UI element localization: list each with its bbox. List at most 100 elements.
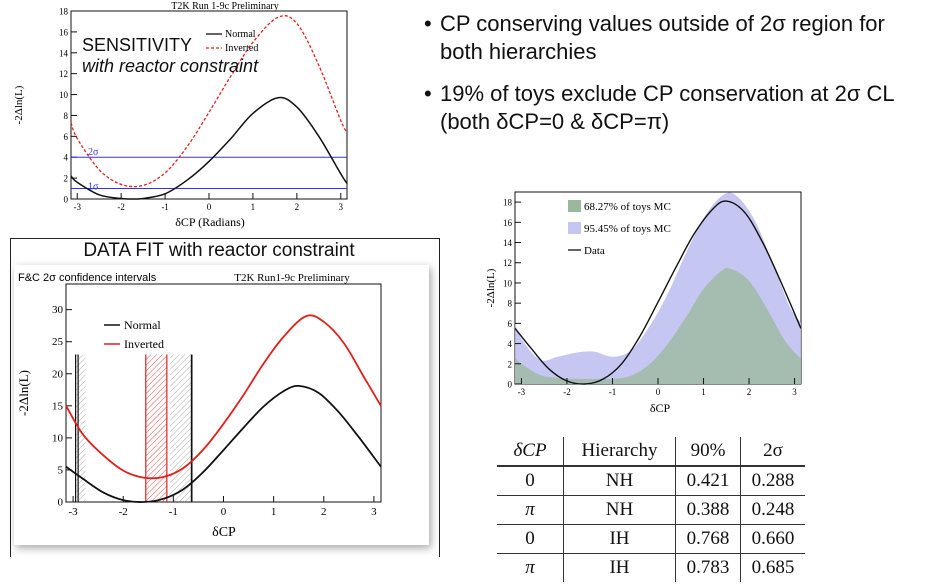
datafit-axes [65,283,382,503]
table-header-row: δCP Hierarchy 90% 2σ [497,437,805,467]
x-tick-label: 1 [701,387,706,397]
header-cell: Hierarchy [563,437,676,467]
sensitivity-x-label: δCP (Radians) [175,215,245,229]
y-tick-label: 10 [52,432,64,444]
datafit-plot: F&C 2σ confidence intervals T2K Run1-9c … [16,272,382,540]
y-tick-label: 8 [508,299,513,309]
y-tick-label: 12 [59,69,68,79]
toys-x-axis: -3 -2 -1 0 1 2 3 [518,378,797,397]
table-cell: 0.288 [740,465,805,496]
table-cell: 0.388 [675,495,741,525]
y-tick-label: 16 [59,27,69,37]
table-cell: NH [563,465,676,496]
y-tick-label: 6 [64,132,69,142]
table-cell: 0.421 [675,465,741,496]
datafit-header: T2K Run1-9c Preliminary [234,272,350,284]
table-cell: 0.660 [740,524,805,554]
sensitivity-x-axis: -3 -2 -1 0 1 2 3 [73,193,344,212]
inverted-curve [70,15,348,188]
x-tick-label: 0 [221,506,227,518]
data-curve [514,200,802,385]
table-cell: 0 [497,465,564,496]
datafit-y-label: -2Δln(L) [16,370,31,416]
legend-68-swatch [568,200,581,212]
x-tick-label: -2 [563,387,571,397]
y-tick-label: 18 [503,198,513,208]
table-cell: 0.783 [675,553,741,582]
x-tick-label: 0 [656,387,661,397]
sensitivity-y-label: -2Δln(L) [13,85,25,124]
x-tick-label: 2 [295,202,300,212]
band-68-area [515,267,801,384]
inverted-curve [65,314,382,480]
datafit-x-axis: -3 -2 -1 0 1 2 3 [69,496,377,518]
table-cell: 0.768 [675,524,741,554]
y-tick-label: 10 [503,278,513,288]
y-tick-label: 5 [58,464,64,476]
y-tick-label: 0 [508,380,513,390]
datafit-caption: F&C 2σ confidence intervals [18,272,157,284]
bullet-list: CP conserving values outside of 2σ regio… [424,10,924,150]
table-row: 0 NH 0.421 0.288 [497,465,805,496]
header-cell: δCP [497,437,564,467]
table-row: 0 IH 0.768 0.660 [497,524,805,554]
x-tick-label: -2 [119,506,128,518]
table-cell: 0 [497,524,564,554]
y-tick-label: 14 [503,238,513,248]
y-tick-label: 0 [64,195,69,205]
x-tick-label: 3 [371,506,377,518]
legend-normal-label: Normal [124,318,161,332]
y-tick-label: 15 [52,400,64,412]
sensitivity-label: SENSITIVITY [82,35,193,55]
x-tick-label: 0 [207,202,212,212]
header-cell: 2σ [740,437,805,467]
x-tick-label: -3 [73,202,81,212]
table-cell: 0.685 [740,553,805,582]
bullet-item: 19% of toys exclude CP conservation at 2… [424,80,924,136]
y-tick-label: 14 [59,48,69,58]
x-tick-label: -2 [117,202,125,212]
y-tick-label: 16 [503,218,513,228]
x-tick-label: 2 [321,506,327,518]
table-cell: IH [563,524,676,554]
table-row: π IH 0.783 0.685 [497,553,805,582]
table-cell: π [497,553,564,582]
x-tick-label: 2 [747,387,752,397]
datafit-y-axis: 0 5 10 15 20 25 30 [52,304,72,509]
x-tick-label: -1 [169,506,178,518]
legend-data-label: Data [584,245,605,257]
y-tick-label: 30 [52,304,64,316]
toys-y-label: -2Δln(L) [485,268,497,307]
table-cell: NH [563,495,676,525]
normal-interval-hatch [75,354,86,502]
y-tick-label: 10 [59,90,69,100]
y-tick-label: 4 [508,339,513,349]
y-tick-label: 8 [64,111,69,121]
x-tick-label: 1 [271,506,277,518]
table-cell: 0.248 [740,495,805,525]
legend-95-label: 95.45% of toys MC [584,223,671,235]
inverted-interval-hatch [145,354,167,502]
legend-68-label: 68.27% of toys MC [584,201,671,213]
y-tick-label: 0 [58,497,64,509]
normal-interval-hatch [169,354,192,502]
x-tick-label: -3 [69,506,79,518]
x-tick-label: -1 [609,387,617,397]
y-tick-label: 2 [508,359,513,369]
y-tick-label: 18 [59,7,69,17]
table-cell: π [497,495,564,525]
x-tick-label: 3 [339,202,344,212]
bullet-item: CP conserving values outside of 2σ regio… [424,10,924,66]
toys-y-axis: 0 2 4 6 8 10 12 14 16 18 [503,198,521,390]
one-sigma-label: 1σ [88,182,99,193]
y-tick-label: 20 [52,368,64,380]
legend-inverted-label: Inverted [124,337,164,351]
datafit-x-label: δCP [212,525,236,540]
x-tick-label: 3 [792,387,797,397]
y-tick-label: 12 [503,258,512,268]
header-cell: 90% [675,437,741,467]
sensitivity-header: T2K Run 1-9c Preliminary [171,1,278,12]
y-tick-label: 25 [52,336,64,348]
x-tick-label: 1 [251,202,256,212]
